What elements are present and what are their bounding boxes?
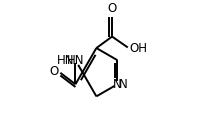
Text: OH: OH bbox=[130, 42, 148, 55]
Text: HN: HN bbox=[57, 54, 74, 67]
Text: O: O bbox=[107, 2, 117, 15]
Text: N: N bbox=[113, 78, 122, 91]
Text: O: O bbox=[49, 65, 59, 78]
Text: N: N bbox=[119, 78, 127, 91]
Text: HN: HN bbox=[67, 54, 84, 67]
